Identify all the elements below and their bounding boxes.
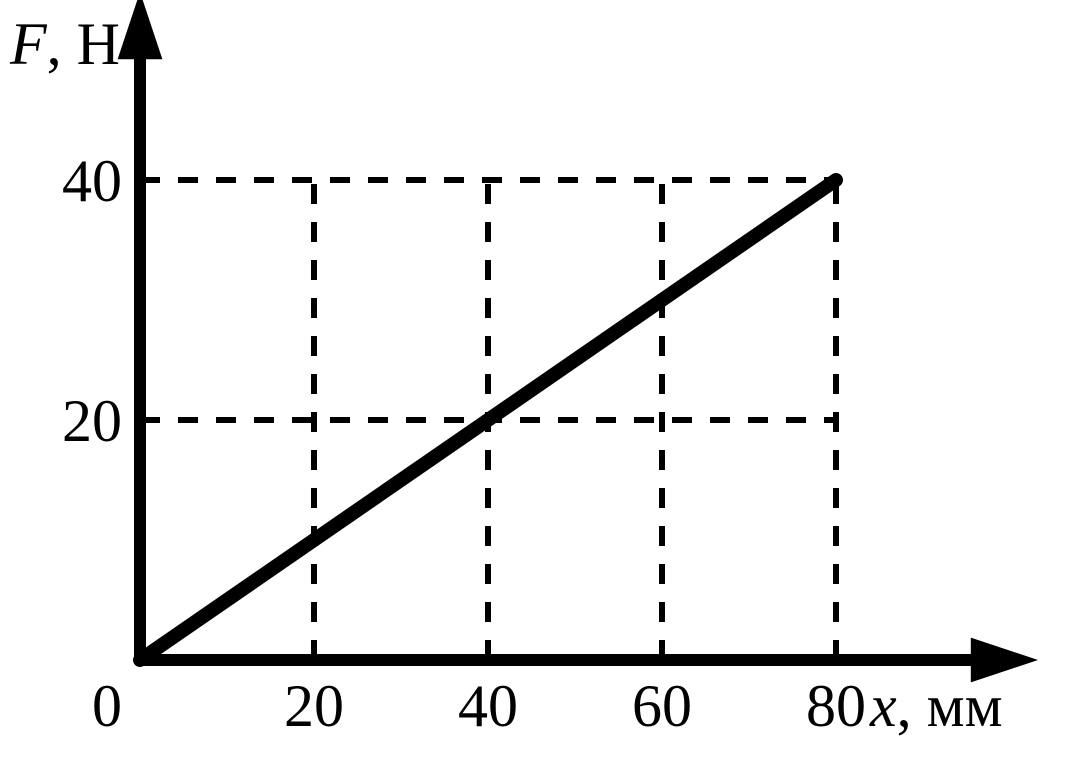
y-tick-label: 20 bbox=[62, 387, 122, 456]
x-tick-label: 60 bbox=[632, 672, 692, 741]
x-axis-label-unit: , мм bbox=[897, 673, 1003, 739]
chart-svg bbox=[0, 0, 1080, 766]
y-axis-label-unit: , Н bbox=[47, 11, 120, 77]
x-axis-label: x, мм bbox=[870, 672, 1003, 741]
x-axis-label-var: x bbox=[870, 673, 897, 739]
force-displacement-chart: F, Н x, мм 0 20 40 60 80 20 40 bbox=[0, 0, 1080, 766]
origin-label: 0 bbox=[92, 672, 122, 741]
x-tick-label: 80 bbox=[806, 672, 866, 741]
x-tick-label: 40 bbox=[458, 672, 518, 741]
y-tick-label: 40 bbox=[62, 147, 122, 216]
y-axis-label: F, Н bbox=[10, 10, 120, 79]
y-axis-label-var: F bbox=[10, 11, 47, 77]
x-tick-label: 20 bbox=[284, 672, 344, 741]
